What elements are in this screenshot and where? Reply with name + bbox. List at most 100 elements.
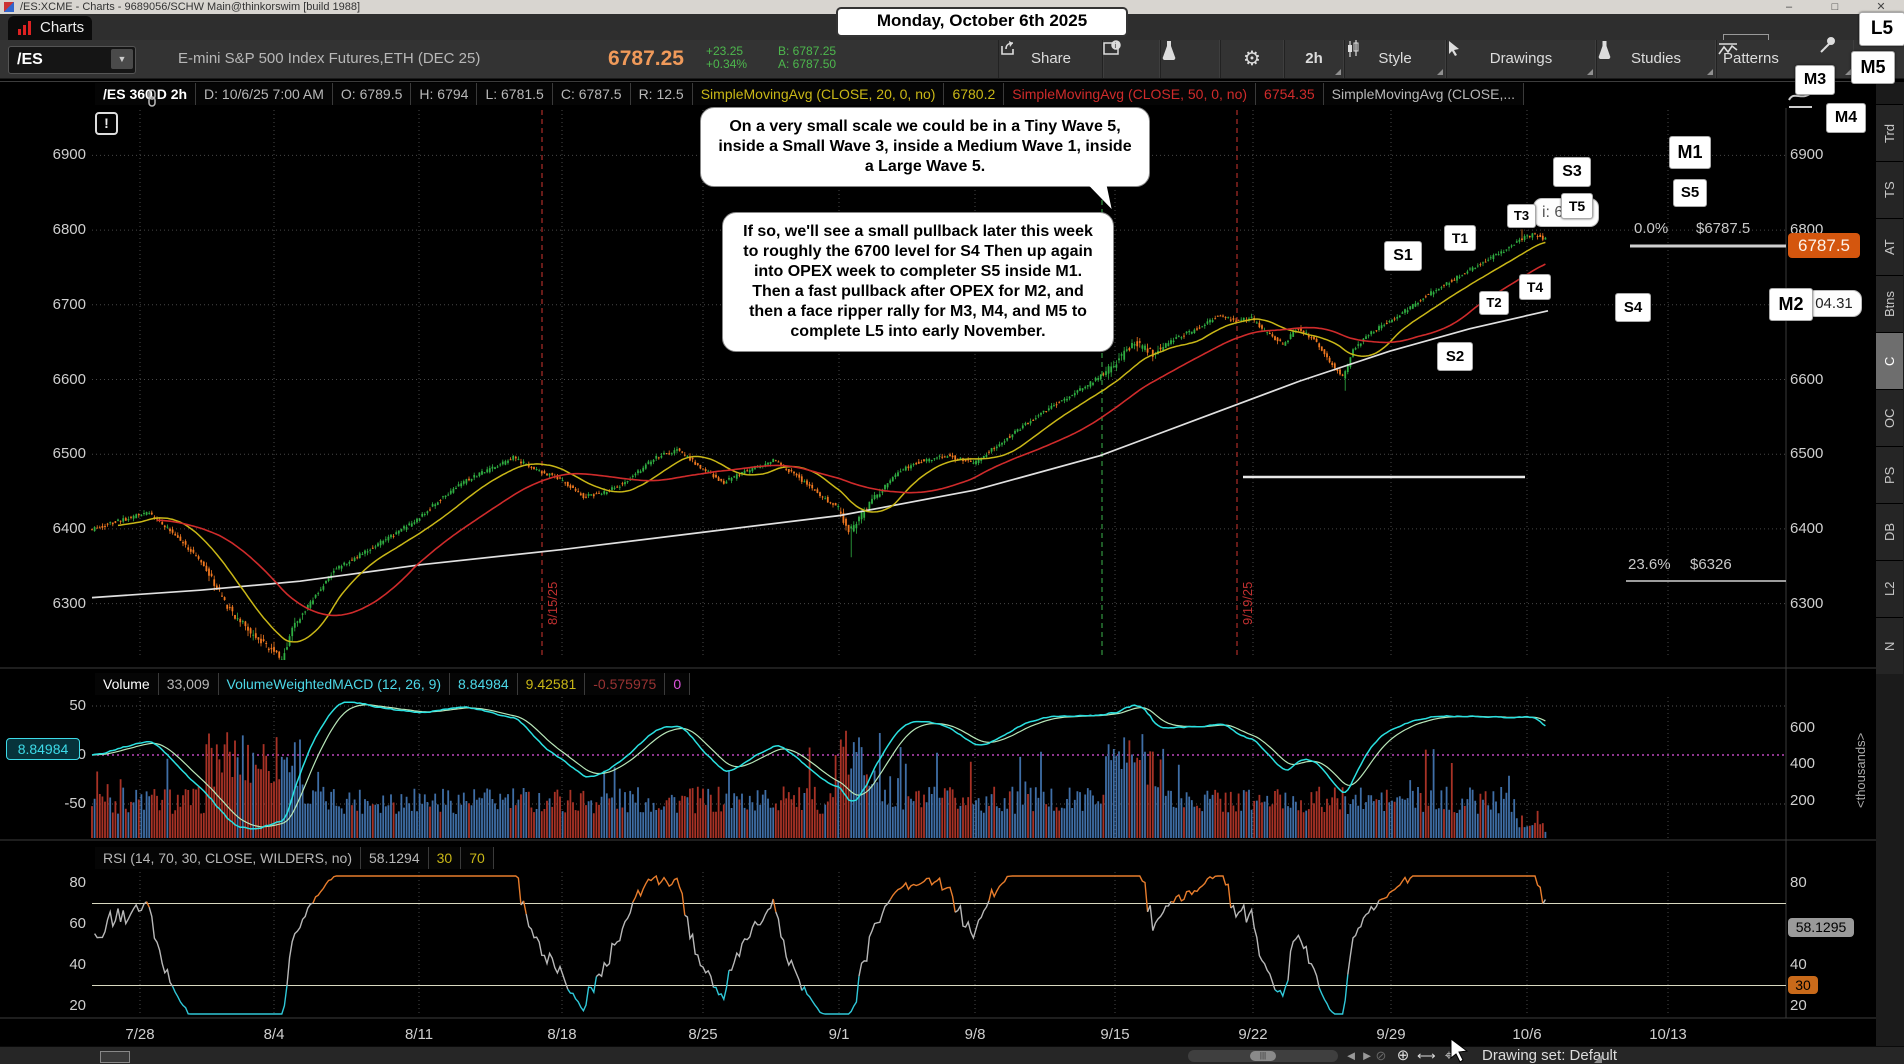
sidebar-tab-c[interactable]: C [1876, 332, 1903, 389]
time-axis-label: 9/1 [828, 1026, 850, 1043]
pin-icon[interactable] [1820, 36, 1836, 54]
volume-label[interactable]: Volume [95, 673, 159, 695]
settings-button[interactable]: ⚙ [1220, 40, 1284, 78]
volume-macd-header: Volume 33,009 VolumeWeightedMACD (12, 26, … [95, 673, 691, 696]
sidebar-tab-trd[interactable]: Trd [1876, 104, 1903, 161]
wave-label-m4[interactable]: M4 [1826, 103, 1866, 133]
drawing-set-dropdown-corner[interactable] [1594, 1055, 1602, 1063]
time-axis-label: 10/13 [1649, 1026, 1687, 1043]
symbol-input[interactable]: /ES ▼ [8, 46, 136, 74]
fib-percent-label: 0.0% [1634, 220, 1669, 237]
rsi-axis-label-right: 80 [1790, 874, 1807, 891]
wave-label-t2[interactable]: T2 [1479, 291, 1509, 315]
wave-label-s4[interactable]: S4 [1615, 293, 1651, 322]
last-price: 6787.25 [608, 47, 684, 70]
note-wave-structure[interactable]: On a very small scale we could be in a T… [700, 107, 1150, 187]
drawing-set-selector[interactable]: Drawing set: Default [1482, 1047, 1618, 1064]
price-axis-label-left: 6300 [52, 594, 86, 612]
volume-axis-label: 400 [1790, 755, 1816, 772]
tab-charts[interactable]: Charts [8, 16, 92, 40]
price-axis-label-left: 6800 [52, 221, 86, 239]
zoom-in-icon[interactable]: ⊕ [1396, 1047, 1410, 1064]
patterns-button[interactable]: Patterns [1716, 40, 1854, 78]
style-button[interactable]: Style [1344, 40, 1446, 78]
time-axis-label: 10/6 [1512, 1026, 1542, 1043]
right-gadget-sidebar: Trd TS AT Btns C OC PS DB L2 N [1876, 82, 1904, 1046]
analyze-button[interactable] [1160, 40, 1220, 78]
svg-text:i: i [1115, 43, 1117, 50]
timeframe-button[interactable]: 2h [1284, 40, 1344, 78]
sidebar-tab-db[interactable]: DB [1876, 503, 1903, 560]
wave-label-s5[interactable]: S5 [1673, 179, 1707, 207]
sidebar-tab-at[interactable]: AT [1876, 218, 1903, 275]
scrollbar-handle[interactable]: ||| [1250, 1051, 1276, 1061]
scroll-right-icon[interactable]: ► [1360, 1048, 1374, 1063]
sidebar-tab-oc[interactable]: OC [1876, 389, 1903, 446]
scroll-left-icon[interactable]: ◄ [1344, 1048, 1358, 1063]
wave-m2-tooltip: 04.31 [1806, 290, 1862, 317]
note-forecast[interactable]: If so, we'll see a small pullback later … [722, 212, 1114, 352]
news-info-icon: i [1103, 40, 1121, 55]
alert-warning-icon[interactable]: ! [95, 112, 118, 135]
expand-horizontal-icon[interactable]: ⟷ [1417, 1048, 1436, 1063]
sidebar-tab-ts[interactable]: TS [1876, 161, 1903, 218]
vertical-line-date-label: 8/15/25 [545, 581, 560, 625]
wave-label-t1[interactable]: T1 [1444, 225, 1476, 251]
share-button[interactable]: Share [998, 40, 1104, 78]
fib-price-label: $6787.5 [1696, 220, 1751, 237]
mouse-cursor [1450, 1038, 1469, 1063]
price-axis-label-left: 6700 [52, 295, 86, 313]
rsi-axis-label-right: 20 [1790, 997, 1807, 1014]
macd-axis-label: -50 [64, 795, 86, 812]
macd-signal-value: 9.42581 [517, 673, 586, 695]
rsi-axis-label-left: 80 [69, 874, 86, 891]
sma50-label[interactable]: SimpleMovingAvg (CLOSE, 50, 0, no) [1004, 83, 1257, 105]
sidebar-tab-ps[interactable]: PS [1876, 446, 1903, 503]
sma20-label[interactable]: SimpleMovingAvg (CLOSE, 20, 0, no) [692, 83, 945, 105]
cursor-icon [1449, 41, 1459, 56]
close-button[interactable]: ✕ [1876, 1, 1886, 13]
price-axis-label-left: 6400 [52, 519, 86, 537]
wave-label-m5[interactable]: M5 [1851, 51, 1895, 84]
sidebar-tab-n[interactable]: N [1876, 617, 1903, 674]
time-axis-label: 9/29 [1376, 1026, 1406, 1043]
sma200-label[interactable]: SimpleMovingAvg (CLOSE,... [1323, 83, 1525, 105]
studies-flask-icon [1598, 41, 1611, 59]
wave-label-m1[interactable]: M1 [1669, 136, 1711, 169]
maximize-button[interactable]: □ [1831, 1, 1839, 13]
wave-label-s2[interactable]: S2 [1437, 342, 1473, 371]
wave-label-t4[interactable]: T4 [1519, 274, 1551, 300]
price-axis-label-left: 6900 [52, 146, 86, 164]
sidebar-tab-btns[interactable]: Btns [1876, 275, 1903, 332]
studies-button[interactable]: Studies [1596, 40, 1716, 78]
zoom-out-icon[interactable]: ⊘ [1375, 1048, 1387, 1063]
date-banner: Monday, October 6th 2025 [836, 7, 1128, 37]
rsi-label[interactable]: RSI (14, 70, 30, CLOSE, WILDERS, no) [95, 847, 361, 869]
time-axis-label: 9/15 [1100, 1026, 1130, 1043]
flask-icon [1162, 41, 1176, 60]
wave-label-s3[interactable]: S3 [1553, 157, 1591, 187]
crosshair-target-icon[interactable]: ⌖ [1444, 1047, 1454, 1064]
symbol-dropdown[interactable]: ▼ [111, 49, 133, 69]
chart-scrollbar[interactable]: ||| [1188, 1050, 1338, 1062]
drawings-button[interactable]: Drawings [1446, 40, 1596, 78]
sidebar-tab-l2[interactable]: L2 [1876, 560, 1903, 617]
macd-label[interactable]: VolumeWeightedMACD (12, 26, 9) [218, 673, 451, 695]
wave-label-s1[interactable]: S1 [1384, 241, 1422, 271]
time-axis-label: 8/11 [404, 1026, 434, 1043]
wave-label-l5[interactable]: L5 [1859, 12, 1904, 46]
volume-axis-unit-label: <thousands> [1853, 732, 1868, 808]
price-axis-label-right: 6300 [1790, 594, 1824, 612]
panel-toggle-icon[interactable] [100, 1051, 130, 1063]
news-button[interactable]: i [1102, 40, 1160, 78]
bottom-bar: ||| ◄ ► ⊘ ⊕ ⟷ ⌖ Drawing set: Default [0, 1046, 1904, 1064]
wave-label-t3[interactable]: T3 [1507, 204, 1536, 228]
wave-label-m2[interactable]: M2 [1769, 288, 1813, 321]
minimize-button[interactable]: – [1785, 1, 1793, 13]
wave-label-m3[interactable]: M3 [1795, 65, 1835, 95]
wave-label-t5[interactable]: T5 [1561, 193, 1593, 219]
macd-value: 8.84984 [450, 673, 518, 695]
link-icon[interactable] [144, 89, 160, 109]
